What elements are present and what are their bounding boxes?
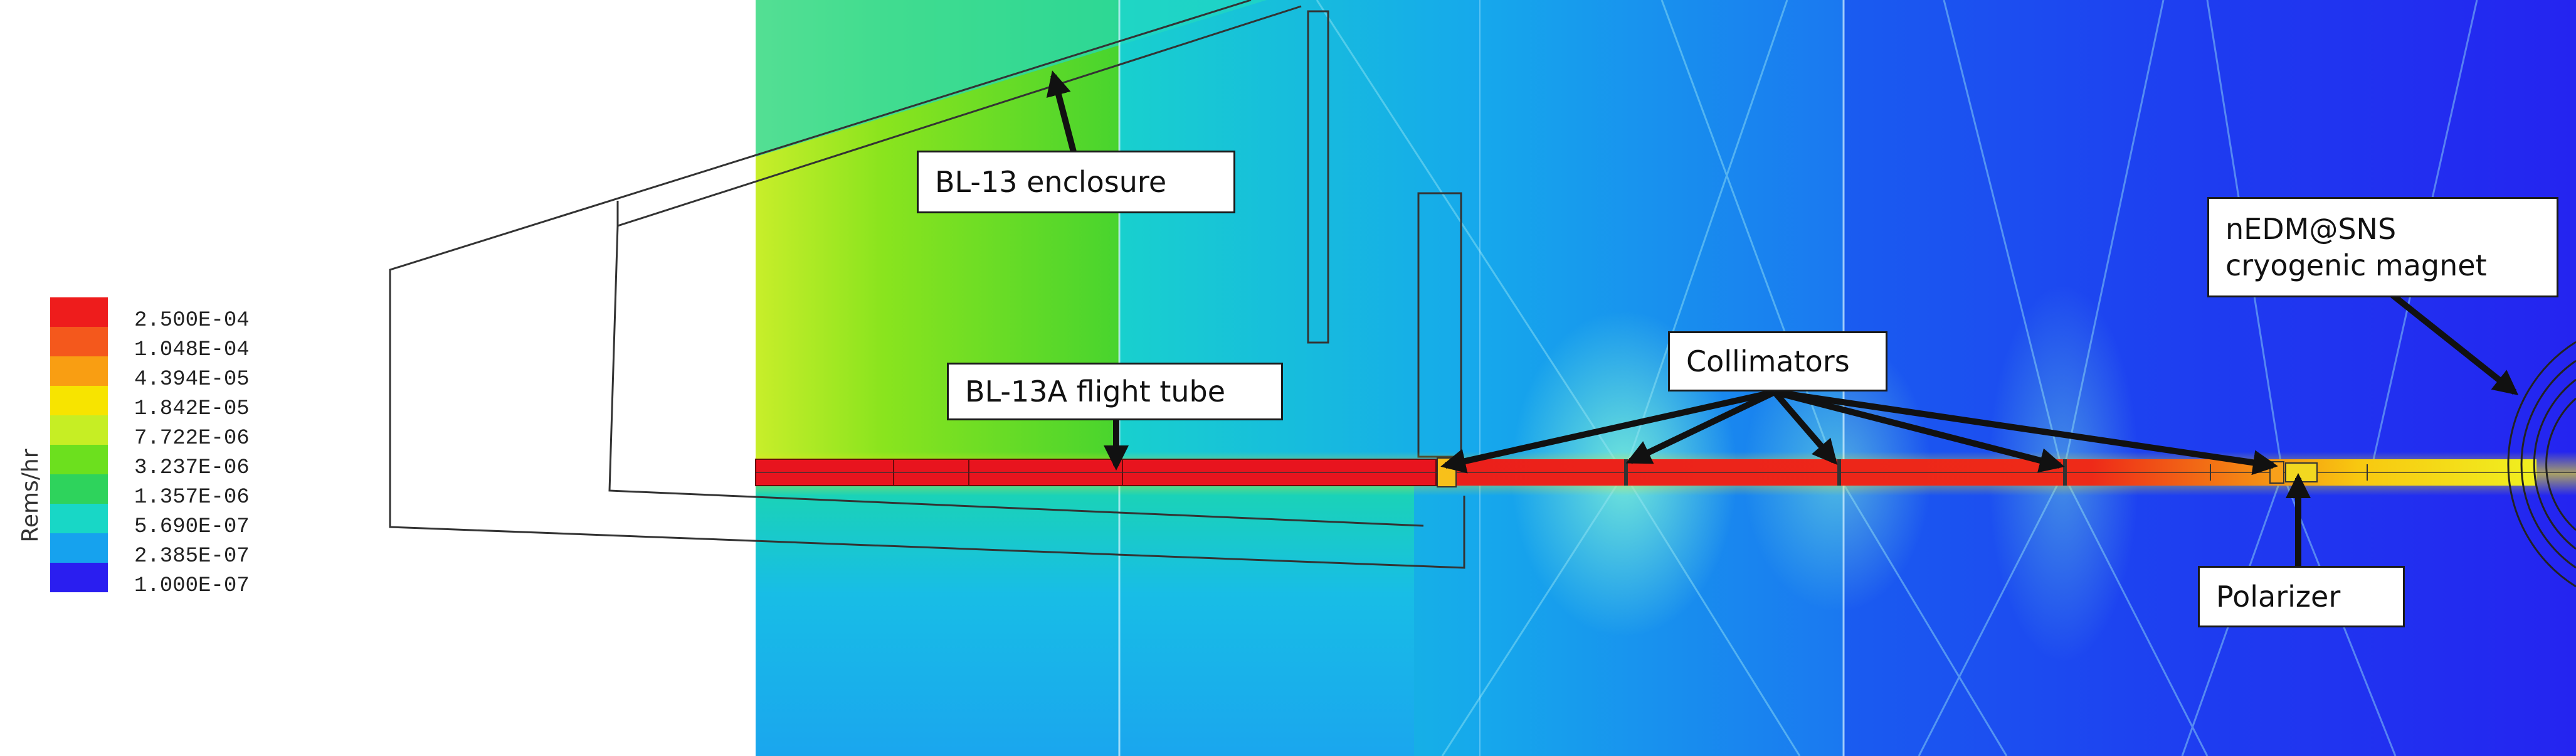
- field-right-region: [1844, 0, 2576, 756]
- field-above-enclosure: [756, 0, 1267, 157]
- arrow-collimator-5: [1774, 389, 2278, 476]
- field-below-beam: [756, 486, 1414, 756]
- legend-labels: 2.500E-04 1.048E-04 4.394E-05 1.842E-05 7.72…: [134, 306, 250, 601]
- arrow-collimator-1: [1440, 389, 1776, 474]
- legend-label: 1.048E-04: [134, 338, 250, 362]
- cryogenic-magnet: [2507, 341, 2576, 588]
- legend-label: 1.357E-06: [134, 486, 250, 509]
- legend-label: 1.842E-05: [134, 397, 250, 421]
- beamline: [755, 452, 2576, 496]
- callout-collimators-text: Collimators: [1686, 344, 1850, 378]
- legend-label: 4.394E-05: [134, 368, 250, 391]
- arrow-magnet: [2390, 292, 2519, 395]
- legend-swatch: [50, 297, 108, 327]
- callout-collimators: Collimators: [1668, 331, 1887, 391]
- legend-label: 2.385E-07: [134, 545, 250, 568]
- legend-swatch: [50, 386, 108, 415]
- callout-enclosure: BL-13 enclosure: [917, 151, 1235, 213]
- legend-swatch: [50, 563, 108, 592]
- legend-label: 3.237E-06: [134, 456, 250, 480]
- legend-swatch: [50, 445, 108, 474]
- legend-swatch: [50, 504, 108, 533]
- legend-swatch: [50, 356, 108, 386]
- arrow-enclosure: [1046, 70, 1077, 153]
- callout-enclosure-text: BL-13 enclosure: [935, 165, 1167, 199]
- legend-label: 7.722E-06: [134, 427, 250, 450]
- legend-swatch: [50, 327, 108, 356]
- legend-label: 2.500E-04: [134, 309, 250, 333]
- legend-label: 5.690E-07: [134, 515, 250, 539]
- collimator-2: [1624, 459, 1628, 486]
- arrow-collimator-4: [1773, 389, 2065, 473]
- callout-magnet: nEDM@SNS cryogenic magnet: [2207, 197, 2558, 297]
- collimator-3: [1837, 459, 1841, 486]
- collimator-4: [2063, 459, 2067, 486]
- legend-swatch: [50, 533, 108, 563]
- callout-arrows: [1046, 70, 2519, 566]
- arrow-collimator-2: [1625, 389, 1776, 464]
- callout-magnet-line1: nEDM@SNS: [2225, 212, 2397, 246]
- legend-swatch: [50, 474, 108, 504]
- arrow-collimator-3: [1772, 390, 1838, 466]
- legend-swatches: [50, 297, 108, 592]
- callout-polarizer-text: Polarizer: [2216, 580, 2341, 614]
- legend-swatch: [50, 415, 108, 445]
- callout-flight-tube-text: BL-13A flight tube: [965, 375, 1226, 408]
- callout-flight-tube: BL-13A flight tube: [947, 363, 1283, 420]
- callout-magnet-line2: cryogenic magnet: [2225, 248, 2487, 282]
- legend-title: Rems/hr: [17, 449, 43, 543]
- callout-polarizer: Polarizer: [2198, 566, 2405, 627]
- legend-label: 1.000E-07: [134, 574, 250, 598]
